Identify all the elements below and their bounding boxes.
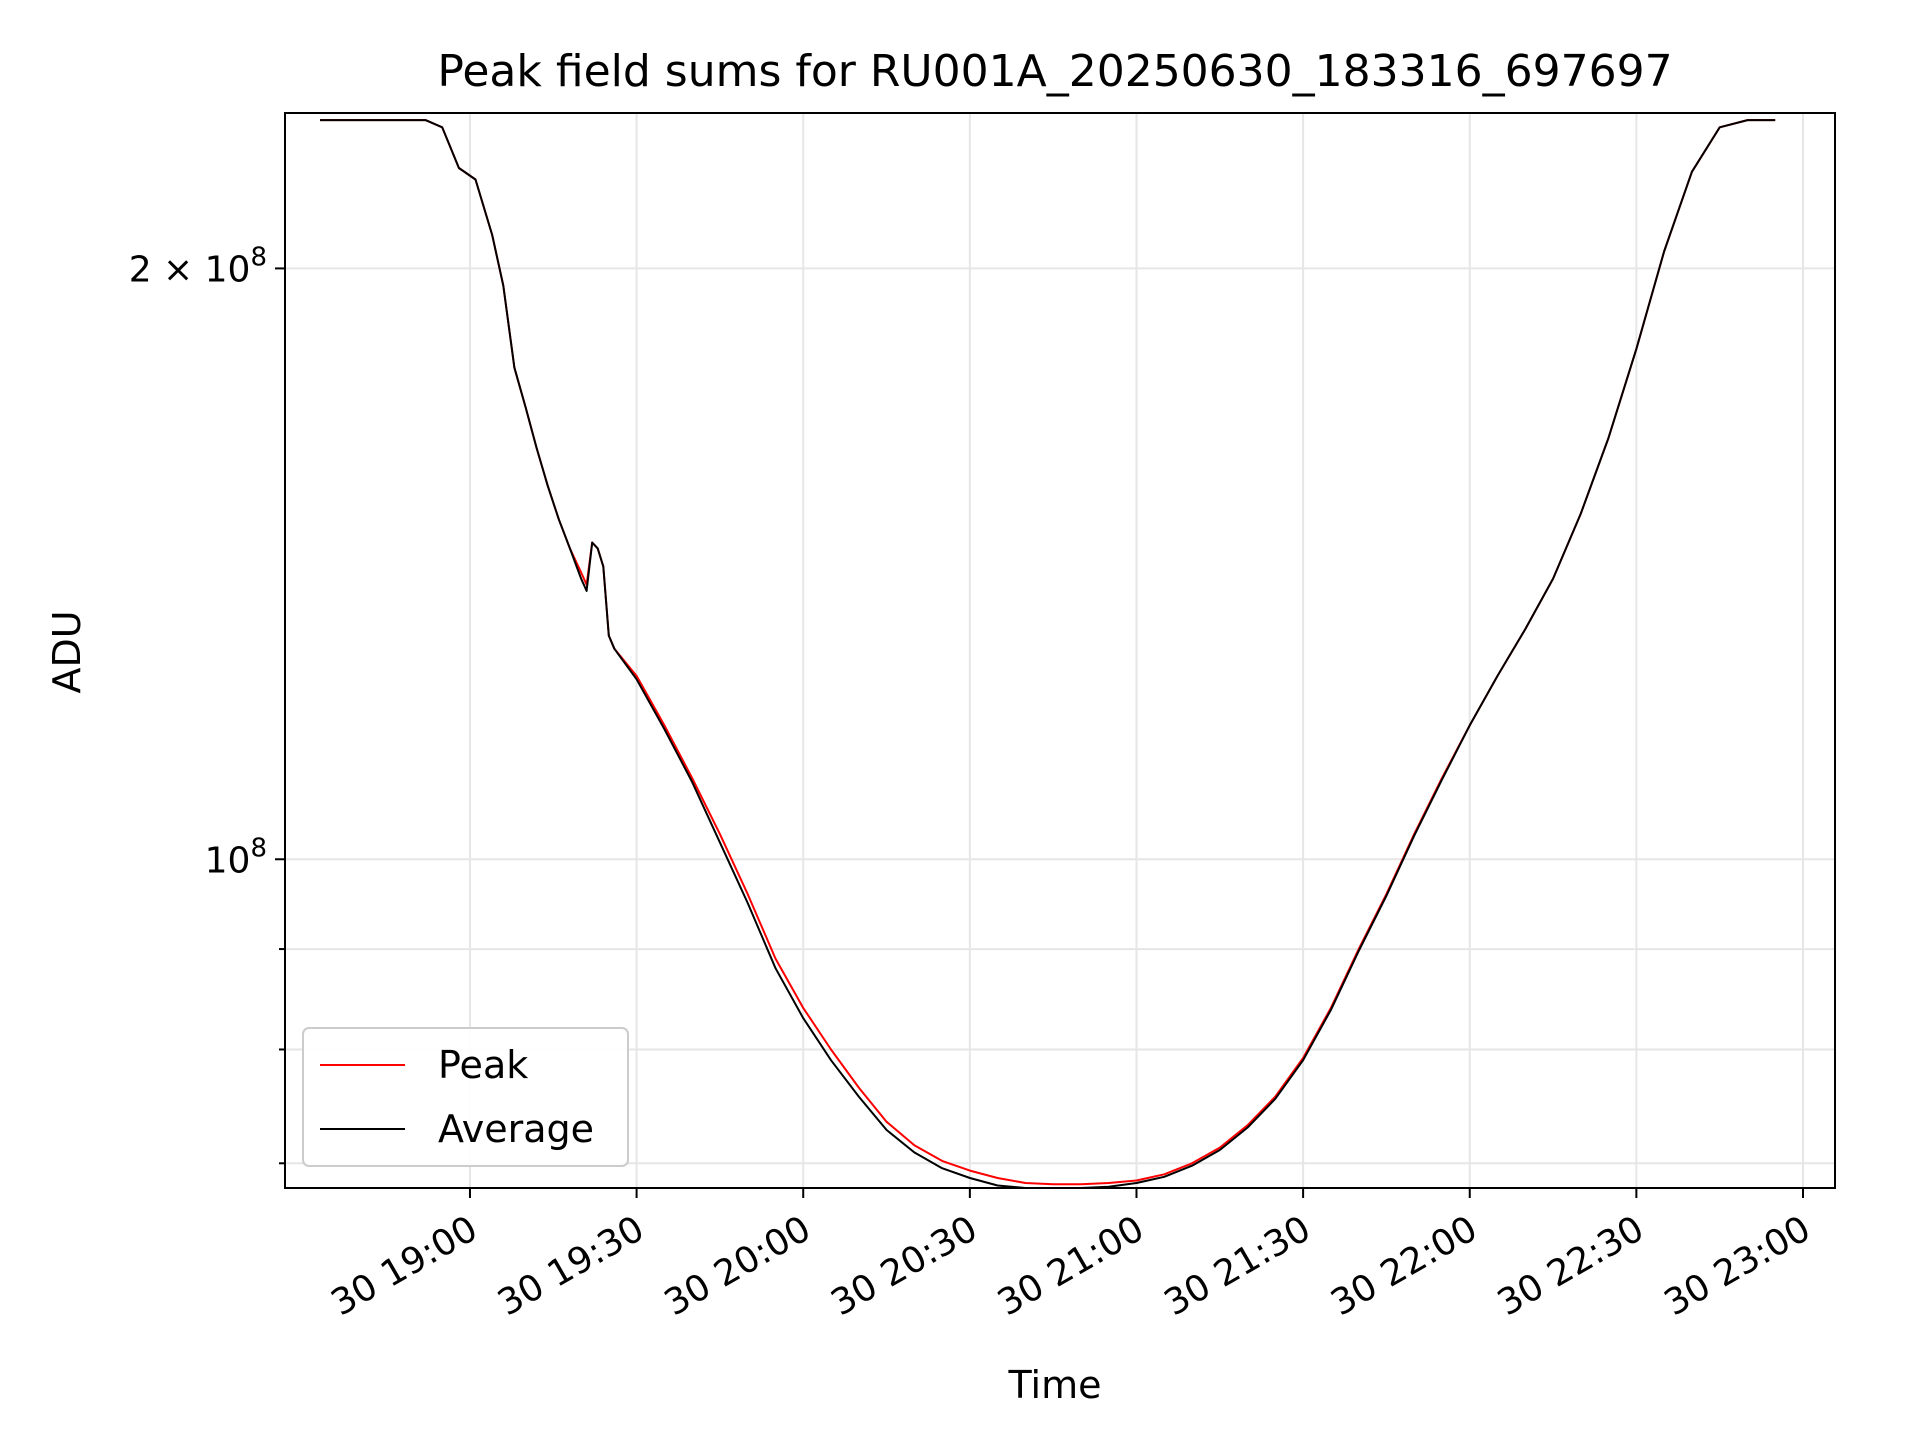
legend-box [302, 1027, 629, 1167]
series-line-average [320, 119, 1776, 1189]
legend-label-average: Average [438, 1107, 594, 1151]
y-tick-label: 108 [205, 833, 267, 881]
legend-label-peak: Peak [438, 1043, 528, 1087]
y-tick-base: 2 × 10 [129, 249, 251, 290]
y-tick-exponent: 8 [250, 242, 267, 272]
y-axis-label: ADU [45, 610, 89, 693]
series-layer [320, 119, 1776, 1189]
plot-frame [284, 112, 1836, 1189]
y-tick-exponent: 8 [250, 833, 267, 863]
x-axis-label: Time [1008, 1363, 1102, 1407]
legend: Peak Average [302, 1027, 629, 1167]
chart-title: Peak field sums for RU001A_20250630_1833… [437, 46, 1672, 97]
y-tick-label: 2 × 108 [129, 242, 267, 290]
y-tick-base: 10 [205, 840, 251, 881]
grid [285, 113, 1835, 1188]
